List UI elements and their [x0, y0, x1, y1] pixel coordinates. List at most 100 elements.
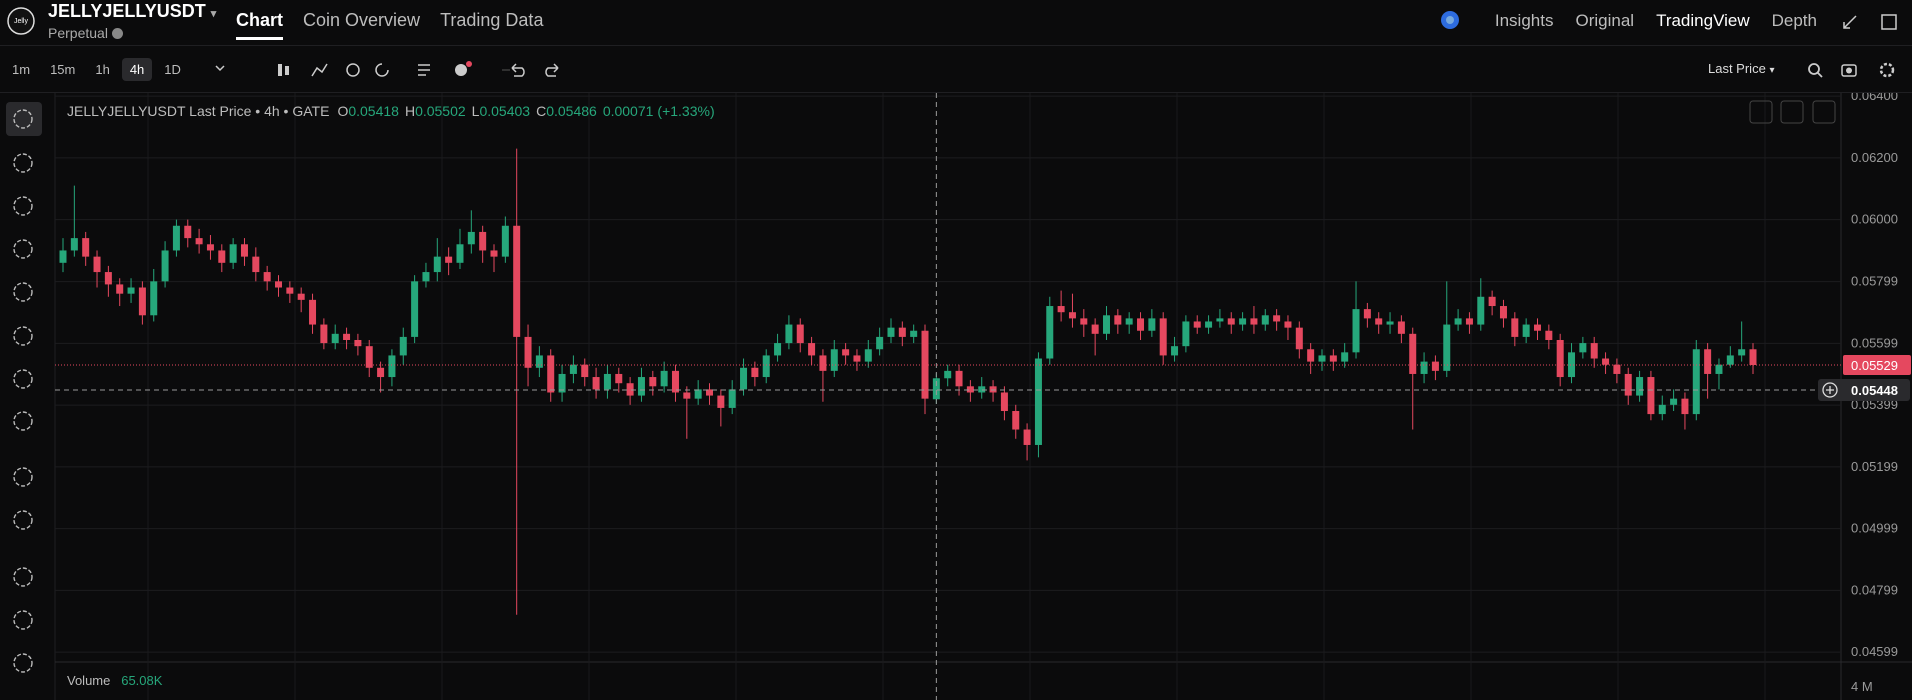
last-price-label: 0.05529 [1851, 358, 1898, 373]
candle-body [467, 231, 475, 245]
tool-icon[interactable] [13, 610, 33, 630]
candle-body [1499, 306, 1507, 319]
view-option[interactable]: Depth [1771, 11, 1817, 30]
candle-body [1545, 330, 1553, 340]
candle-body [864, 349, 872, 362]
candle-body [70, 238, 78, 251]
candle-body [320, 324, 328, 344]
candle-body [898, 327, 906, 337]
tool-icons[interactable] [1800, 60, 1912, 80]
candle-body [82, 238, 90, 257]
legend-button[interactable] [1780, 100, 1804, 124]
candle-body [1080, 318, 1088, 325]
y-tick-label: 0.05599 [1851, 335, 1898, 350]
candle-body [1023, 429, 1031, 445]
tool-icon[interactable] [13, 196, 33, 216]
tool-icon[interactable] [13, 467, 33, 487]
candle-body [1250, 318, 1258, 325]
candle-body [1386, 321, 1394, 325]
tool-icon[interactable] [13, 239, 33, 259]
candle-body [1000, 392, 1008, 412]
legend-change: 0.00071 [602, 103, 654, 119]
tab[interactable]: Chart [236, 10, 284, 40]
interval[interactable]: 1D [164, 62, 181, 77]
tool-icon[interactable] [13, 567, 33, 587]
candle-body [1465, 318, 1473, 325]
candle-body [932, 378, 940, 400]
price-source[interactable]: Last Price ▾ [1708, 61, 1775, 76]
tool-icon[interactable] [13, 653, 33, 673]
candle-body [331, 333, 339, 344]
tool-icon[interactable] [13, 510, 33, 530]
tab[interactable]: Trading Data [440, 10, 544, 30]
candle-body [104, 272, 112, 285]
y-tick-label: 0.04799 [1851, 582, 1898, 597]
add-alert-icon[interactable] [1822, 382, 1838, 398]
candle-body [1658, 404, 1666, 415]
candle-body [184, 225, 192, 239]
intervals: 1m 15m 1h 4h 1D [4, 58, 189, 81]
candle-body [218, 250, 226, 263]
candle-body [1636, 377, 1644, 396]
tool-icon[interactable] [13, 109, 33, 129]
toolbar-icons[interactable] [210, 60, 510, 80]
tool-icon[interactable] [13, 326, 33, 346]
interval[interactable]: 15m [50, 62, 76, 77]
tool-icon[interactable] [13, 411, 33, 431]
candle-body [1488, 296, 1496, 307]
view-option[interactable]: Original [1575, 11, 1635, 30]
y-tick-label: 0.05799 [1851, 274, 1898, 289]
candle-body [774, 343, 782, 356]
candle-body [1624, 373, 1632, 396]
undo-redo[interactable] [500, 60, 570, 80]
candle-body [1647, 377, 1655, 415]
candle-body [433, 256, 441, 273]
logo: Jelly [7, 7, 35, 35]
tab[interactable]: Coin Overview [303, 10, 421, 30]
window-icons[interactable] [1840, 12, 1906, 32]
price-source-text: Last Price [1708, 61, 1766, 76]
tool-icon[interactable] [13, 282, 33, 302]
candle-body [1193, 321, 1201, 328]
view-option[interactable]: Insights [1494, 11, 1554, 30]
interval[interactable]: 1h [95, 62, 110, 77]
candle-body [978, 386, 986, 393]
candle-body [377, 367, 385, 378]
candle-body [569, 364, 577, 374]
tabs: Chart Coin Overview Trading Data [236, 10, 543, 40]
symbol-text: JELLYJELLYUSDT [48, 1, 206, 21]
legend-button[interactable] [1749, 100, 1773, 124]
candle-body [59, 250, 67, 263]
candle-body [1613, 364, 1621, 374]
tool-icon[interactable] [13, 369, 33, 389]
candle-body [649, 377, 657, 387]
view-option[interactable]: TradingView [1656, 11, 1750, 30]
candle-body [161, 250, 169, 282]
candle-body [1443, 324, 1451, 371]
candle-body [1704, 349, 1712, 374]
candle-body [876, 336, 884, 350]
candle-body [637, 377, 645, 396]
tool-icon[interactable] [13, 153, 33, 173]
interval[interactable]: 1m [12, 62, 31, 77]
candle-body [887, 327, 895, 337]
candle-body [343, 333, 351, 340]
candle-body [1568, 352, 1576, 378]
candle-body [1137, 318, 1145, 331]
interval[interactable]: 4h [121, 58, 153, 81]
legend-value: 0.05403 [479, 103, 531, 119]
candle-body [547, 355, 555, 393]
legend-value: 0.05486 [546, 103, 597, 119]
symbol[interactable]: JELLYJELLYUSDT ▾ [48, 1, 217, 21]
candle-body [1261, 315, 1269, 325]
candle-body [706, 389, 714, 396]
candle-body [1148, 318, 1156, 331]
legend-button[interactable] [1812, 100, 1836, 124]
candle-body [1670, 398, 1678, 405]
candle-body [524, 336, 532, 368]
y-tick-label: 0.04999 [1851, 521, 1898, 536]
candle-body [751, 367, 759, 378]
volume-title: Volume [67, 673, 111, 688]
candle-body [1159, 318, 1167, 356]
